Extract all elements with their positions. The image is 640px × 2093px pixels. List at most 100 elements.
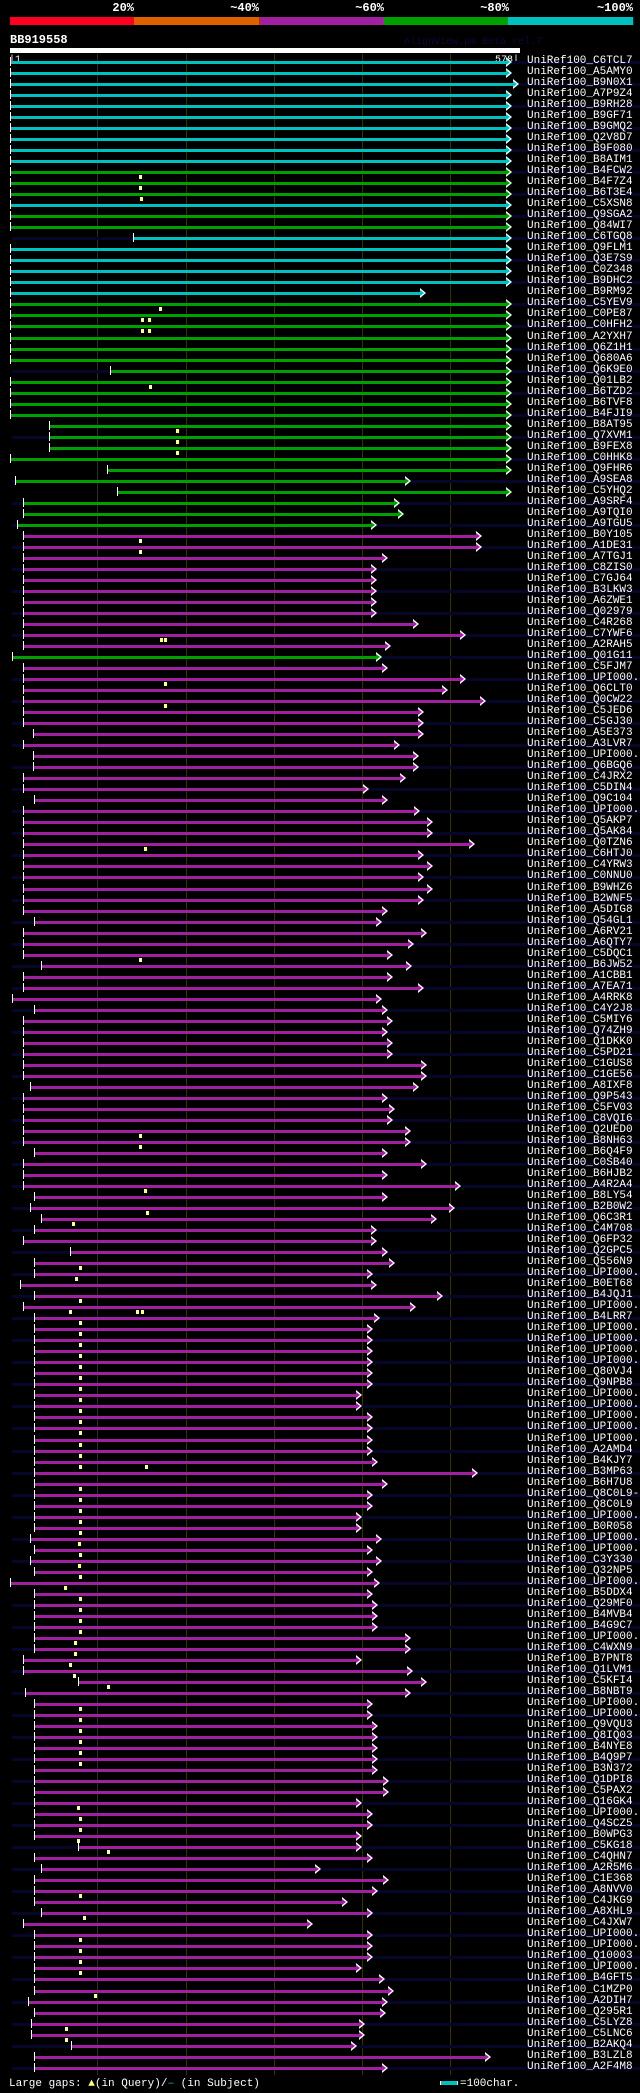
hit-label[interactable]: UniRef100_A4RRK8 — [527, 992, 633, 1004]
hit-bar[interactable] — [41, 1912, 367, 1915]
hit-label[interactable]: UniRef100_B0Y105 — [527, 529, 633, 541]
hit-label[interactable]: UniRef100_B5DDX4 — [527, 1587, 633, 1599]
hit-label[interactable]: UniRef100_UPI000.. — [527, 1410, 640, 1422]
hit-bar[interactable] — [133, 237, 506, 240]
hit-label[interactable]: UniRef100_B6T3E4 — [527, 187, 633, 199]
hit-label[interactable]: UniRef100_Q8C0L9-3 — [527, 1488, 640, 1500]
hit-bar[interactable] — [23, 865, 428, 868]
hit-label[interactable]: UniRef100_C4M708 — [527, 1223, 633, 1235]
hit-bar[interactable] — [23, 612, 372, 615]
hit-bar[interactable] — [41, 1218, 432, 1221]
hit-label[interactable]: UniRef100_Q9FHR6 — [527, 463, 633, 475]
hit-label[interactable]: UniRef100_B6TZD2 — [527, 386, 633, 398]
hit-label[interactable]: UniRef100_B9RM92 — [527, 286, 633, 298]
hit-bar[interactable] — [11, 83, 513, 86]
hit-label[interactable]: UniRef100_A3LVR7 — [527, 738, 633, 750]
hit-label[interactable]: UniRef100_Q0TZN6 — [527, 837, 633, 849]
hit-label[interactable]: UniRef100_UPI000.. — [527, 1322, 640, 1334]
hit-label[interactable]: UniRef100_A4R2A4 — [527, 1179, 633, 1191]
hit-bar[interactable] — [35, 1703, 368, 1706]
hit-label[interactable]: UniRef100_UPI000.. — [527, 1388, 640, 1400]
hit-label[interactable]: UniRef100_Q6BGQ6 — [527, 760, 633, 772]
hit-bar[interactable] — [23, 1130, 405, 1133]
hit-label[interactable]: UniRef100_B9F080 — [527, 143, 633, 155]
hit-bar[interactable] — [35, 1736, 373, 1739]
hit-bar[interactable] — [11, 226, 506, 229]
hit-label[interactable]: UniRef100_B4GFT5 — [527, 1972, 633, 1984]
hit-bar[interactable] — [31, 2034, 360, 2037]
hit-bar[interactable] — [23, 976, 387, 979]
hit-bar[interactable] — [23, 1240, 372, 1243]
hit-bar[interactable] — [23, 854, 419, 857]
hit-bar[interactable] — [35, 1295, 437, 1298]
hit-label[interactable]: UniRef100_Q9NPB8 — [527, 1377, 633, 1389]
hit-bar[interactable] — [35, 2012, 380, 2015]
hit-bar[interactable] — [34, 733, 418, 736]
hit-bar[interactable] — [35, 1505, 368, 1508]
hit-bar[interactable] — [35, 799, 382, 802]
hit-label[interactable]: UniRef100_Q2GPC5 — [527, 1245, 633, 1257]
hit-label[interactable]: UniRef100_Q6FP32 — [527, 1234, 633, 1246]
hit-bar[interactable] — [30, 1538, 376, 1541]
hit-bar[interactable] — [11, 72, 506, 75]
hit-bar[interactable] — [30, 1207, 449, 1210]
hit-bar[interactable] — [35, 2056, 485, 2059]
hit-bar[interactable] — [23, 689, 442, 692]
hit-label[interactable]: UniRef100_B6Q4F9 — [527, 1146, 633, 1158]
hit-label[interactable]: UniRef100_Q84WI7 — [527, 220, 633, 232]
hit-label[interactable]: UniRef100_B8AIM1 — [527, 154, 633, 166]
hit-label[interactable]: UniRef100_A7P9Z4 — [527, 88, 633, 100]
hit-label[interactable]: UniRef100_B6JW52 — [527, 959, 633, 971]
hit-label[interactable]: UniRef100_B9WHZ6 — [527, 882, 633, 894]
hit-bar[interactable] — [11, 303, 506, 306]
hit-label[interactable]: UniRef100_B3LKW3 — [527, 584, 633, 596]
hit-bar[interactable] — [23, 1185, 455, 1188]
hit-bar[interactable] — [23, 954, 387, 957]
hit-label[interactable]: UniRef100_C7GJ64 — [527, 573, 633, 585]
hit-bar[interactable] — [23, 1053, 387, 1056]
hit-label[interactable]: UniRef100_UPI000.. — [527, 1344, 640, 1356]
hit-bar[interactable] — [118, 491, 506, 494]
hit-label[interactable]: UniRef100_C5YHQ2 — [527, 485, 633, 497]
hit-bar[interactable] — [35, 1262, 390, 1265]
hit-label[interactable]: UniRef100_B9GMQ2 — [527, 121, 633, 133]
hit-bar[interactable] — [23, 1097, 382, 1100]
hit-bar[interactable] — [30, 1086, 414, 1089]
hit-label[interactable]: UniRef100_C5LNC6 — [527, 2028, 633, 2040]
hit-bar[interactable] — [23, 1108, 390, 1111]
hit-bar[interactable] — [35, 1901, 343, 1904]
hit-bar[interactable] — [23, 744, 394, 747]
hit-label[interactable]: UniRef100_Q1DPI8 — [527, 1774, 633, 1786]
hit-bar[interactable] — [35, 1802, 356, 1805]
hit-bar[interactable] — [31, 2023, 360, 2026]
hit-label[interactable]: UniRef100_UPI000.. — [527, 1532, 640, 1544]
hit-bar[interactable] — [23, 667, 382, 670]
hit-label[interactable]: UniRef100_C4WXN9 — [527, 1642, 633, 1654]
hit-bar[interactable] — [35, 1317, 374, 1320]
hit-label[interactable]: UniRef100_C5XSN8 — [527, 198, 633, 210]
hit-bar[interactable] — [35, 1604, 373, 1607]
hit-bar[interactable] — [11, 193, 506, 196]
hit-label[interactable]: UniRef100_Q54GL1 — [527, 915, 633, 927]
hit-label[interactable]: UniRef100_Q9C104 — [527, 793, 633, 805]
hit-bar[interactable] — [49, 425, 506, 428]
hit-bar[interactable] — [23, 678, 460, 681]
hit-label[interactable]: UniRef100_B8NH63 — [527, 1135, 633, 1147]
hit-label[interactable]: UniRef100_UPI000.. — [527, 1399, 640, 1411]
hit-label[interactable]: UniRef100_Q4SCZ5 — [527, 1818, 633, 1830]
hit-bar[interactable] — [35, 1383, 368, 1386]
hit-bar[interactable] — [23, 1141, 405, 1144]
hit-label[interactable]: UniRef100_Q80VJ4 — [527, 1366, 633, 1378]
hit-label[interactable]: UniRef100_B2WNF5 — [527, 893, 633, 905]
hit-bar[interactable] — [23, 579, 372, 582]
hit-bar[interactable] — [11, 392, 506, 395]
hit-label[interactable]: UniRef100_UPI000.. — [527, 1961, 640, 1973]
hit-bar[interactable] — [23, 634, 460, 637]
hit-bar[interactable] — [35, 1516, 356, 1519]
hit-bar[interactable] — [23, 1163, 422, 1166]
hit-label[interactable]: UniRef100_Q32NP5 — [527, 1565, 633, 1577]
hit-bar[interactable] — [17, 524, 372, 527]
hit-bar[interactable] — [23, 1670, 408, 1673]
hit-label[interactable]: UniRef100_C5PAX2 — [527, 1785, 633, 1797]
hit-label[interactable]: UniRef100_C4YRW3 — [527, 859, 633, 871]
